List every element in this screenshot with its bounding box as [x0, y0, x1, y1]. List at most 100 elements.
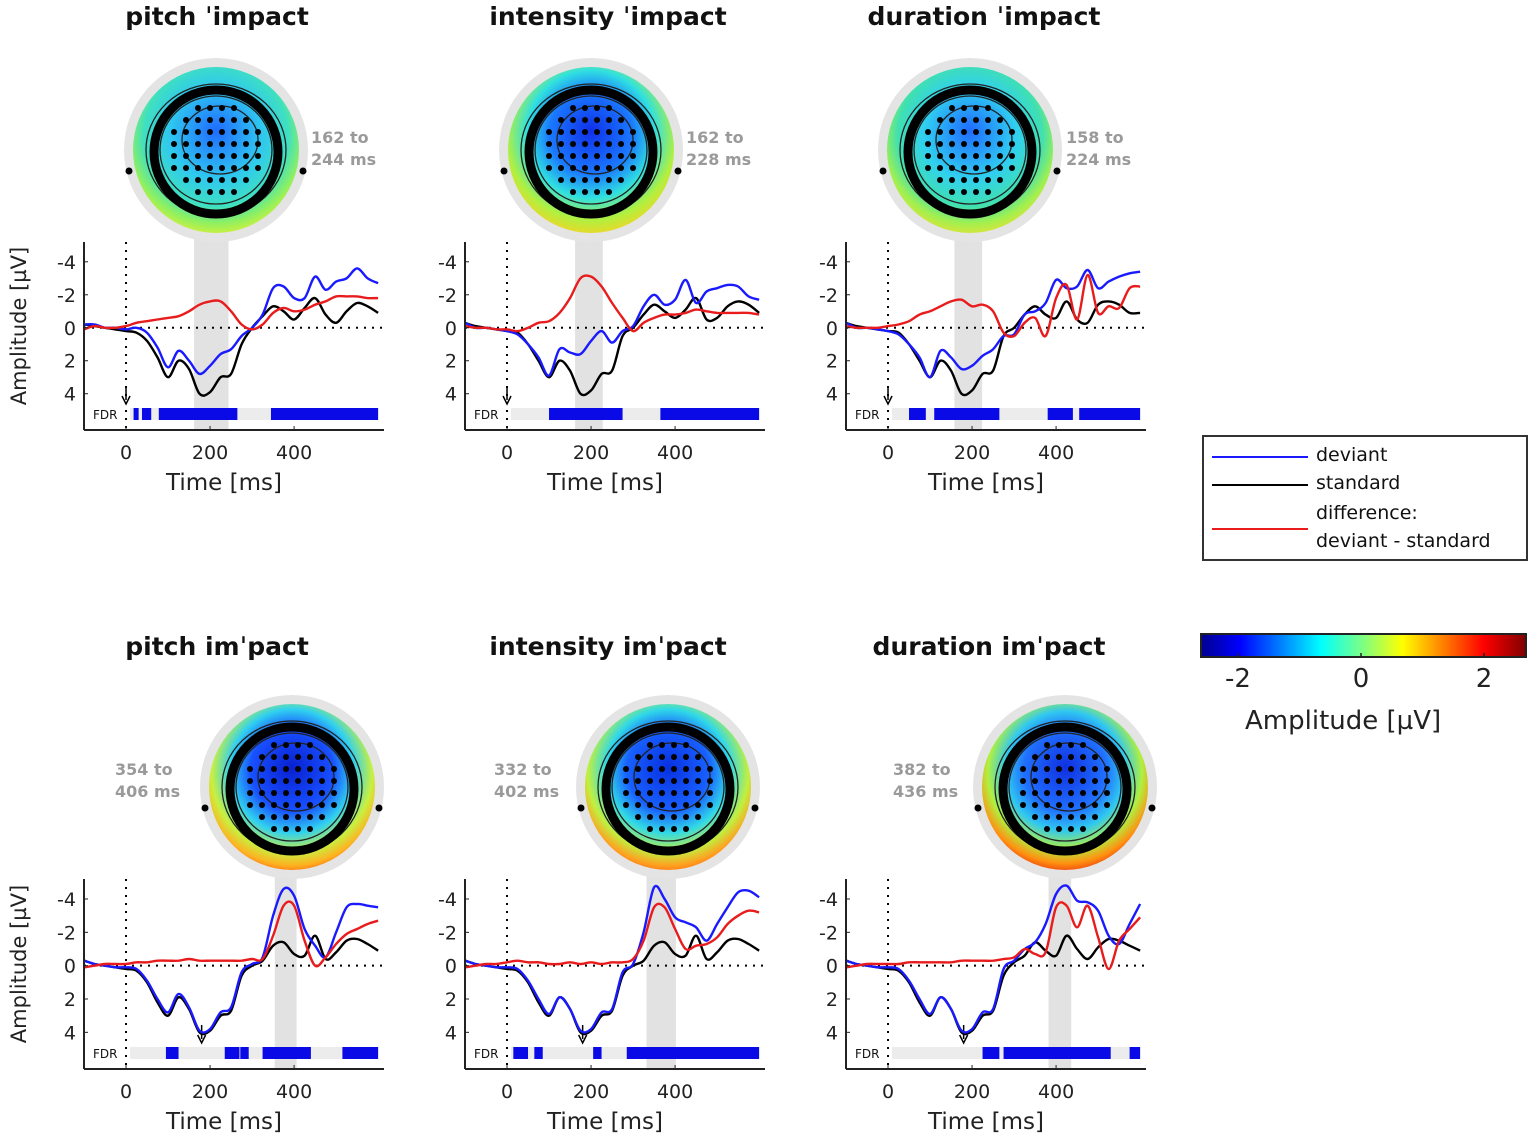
electrode-dot	[973, 189, 979, 195]
electrode-dot	[171, 165, 177, 171]
fdr-segment	[549, 408, 623, 420]
y-tick-label: 4	[445, 384, 457, 406]
contour-line	[913, 95, 1027, 205]
electrode-dot	[283, 802, 289, 808]
electrode-dot	[331, 766, 337, 772]
y-tick-label: 4	[445, 1022, 457, 1044]
electrode-dot	[271, 814, 277, 820]
electrode-dot	[1056, 766, 1062, 772]
electrode-dot	[606, 129, 612, 135]
electrode-dot	[647, 742, 653, 748]
electrode-dot	[1080, 754, 1086, 760]
electrode-dot	[231, 153, 237, 159]
electrode-dot	[879, 167, 887, 175]
electrode-dot	[183, 177, 189, 183]
electrode-dot	[594, 153, 600, 159]
electrode-dot	[570, 141, 576, 147]
electrode-dot	[570, 189, 576, 195]
electrode-dot	[1032, 754, 1038, 760]
y-tick-label: -2	[438, 285, 457, 307]
fdr-label: FDR	[93, 1047, 117, 1061]
electrode-dot	[255, 129, 261, 135]
electrode-dot	[659, 790, 665, 796]
electrode-dot	[949, 141, 955, 147]
y-tick-label: 2	[64, 989, 76, 1011]
electrode-dot	[985, 165, 991, 171]
y-tick-label: -4	[57, 252, 76, 274]
panel-title: pitch imˈpact	[125, 632, 309, 661]
fdr-segment	[270, 408, 379, 420]
electrode-dot	[606, 153, 612, 159]
electrode-dot	[659, 766, 665, 772]
electrode-dot	[283, 754, 289, 760]
electrode-dot	[1056, 790, 1062, 796]
electrode-dot	[375, 804, 383, 812]
electrode-dot	[195, 129, 201, 135]
series-standard	[83, 934, 379, 1036]
electrode-dot	[231, 117, 237, 123]
electrode-dot	[207, 105, 213, 111]
electrode-dot	[1032, 778, 1038, 784]
y-tick-label: 4	[64, 1022, 76, 1044]
electrode-dot	[606, 105, 612, 111]
electrode-dot	[183, 141, 189, 147]
electrode-dot	[307, 778, 313, 784]
electrode-dot	[606, 177, 612, 183]
time-window-text: 244 ms	[311, 150, 377, 169]
fdr-segment	[1129, 1047, 1141, 1059]
electrode-dot	[961, 141, 967, 147]
electrode-dot	[594, 165, 600, 171]
series-deviant	[83, 267, 379, 376]
electrode-dot	[582, 189, 588, 195]
x-tick-label: 0	[120, 1081, 132, 1103]
erp-panel-1: FDR -4 -2 0 2 4 0 200 400 Time [ms] Amplitude [µV]	[7, 58, 384, 496]
time-window-text: 436 ms	[893, 782, 959, 801]
electrode-dot	[683, 826, 689, 832]
series-difference	[83, 294, 379, 331]
electrode-dot	[195, 153, 201, 159]
electrode-dot	[1080, 742, 1086, 748]
electrode-dot	[623, 802, 629, 808]
electrode-dot	[1092, 754, 1098, 760]
time-window-text: 224 ms	[1066, 150, 1132, 169]
electrode-dot	[259, 778, 265, 784]
arrow-icon	[121, 395, 131, 406]
electrode-dot	[659, 814, 665, 820]
electrode-dot	[985, 117, 991, 123]
electrode-dot	[985, 153, 991, 159]
electrode-dot	[659, 754, 665, 760]
time-window-text: 354 to	[115, 760, 173, 779]
electrode-dot	[243, 165, 249, 171]
electrode-dot	[606, 165, 612, 171]
electrode-dot	[683, 778, 689, 784]
electrode-dot	[1092, 814, 1098, 820]
electrode-dot	[594, 189, 600, 195]
electrode-dot	[570, 117, 576, 123]
x-tick-label: 0	[882, 442, 894, 464]
series-difference	[464, 902, 760, 969]
fdr-segment	[626, 1047, 760, 1059]
electrode-dot	[500, 167, 508, 175]
x-axis-label: Time [ms]	[927, 470, 1044, 496]
time-window-label: 332 to 402 ms	[494, 759, 559, 803]
fdr-segment	[660, 408, 760, 420]
electrode-dot	[618, 117, 624, 123]
electrode-dot	[985, 141, 991, 147]
y-tick-label: 2	[64, 351, 76, 373]
y-tick-label: 2	[826, 351, 838, 373]
electrode-dot	[973, 177, 979, 183]
electrode-dot	[558, 141, 564, 147]
electrode-dot	[247, 790, 253, 796]
legend-label-difference: difference:	[1316, 502, 1418, 524]
electrode-dot	[594, 177, 600, 183]
contour-line	[534, 95, 648, 205]
electrode-dot	[1080, 766, 1086, 772]
electrode-dot	[671, 790, 677, 796]
analysis-window-shade	[1048, 847, 1072, 1069]
arrow-icon	[502, 395, 512, 406]
electrode-dot	[171, 141, 177, 147]
electrode-dot	[1009, 129, 1015, 135]
topomap	[200, 695, 384, 879]
electrode-dot	[695, 814, 701, 820]
fdr-segment	[513, 1047, 529, 1059]
